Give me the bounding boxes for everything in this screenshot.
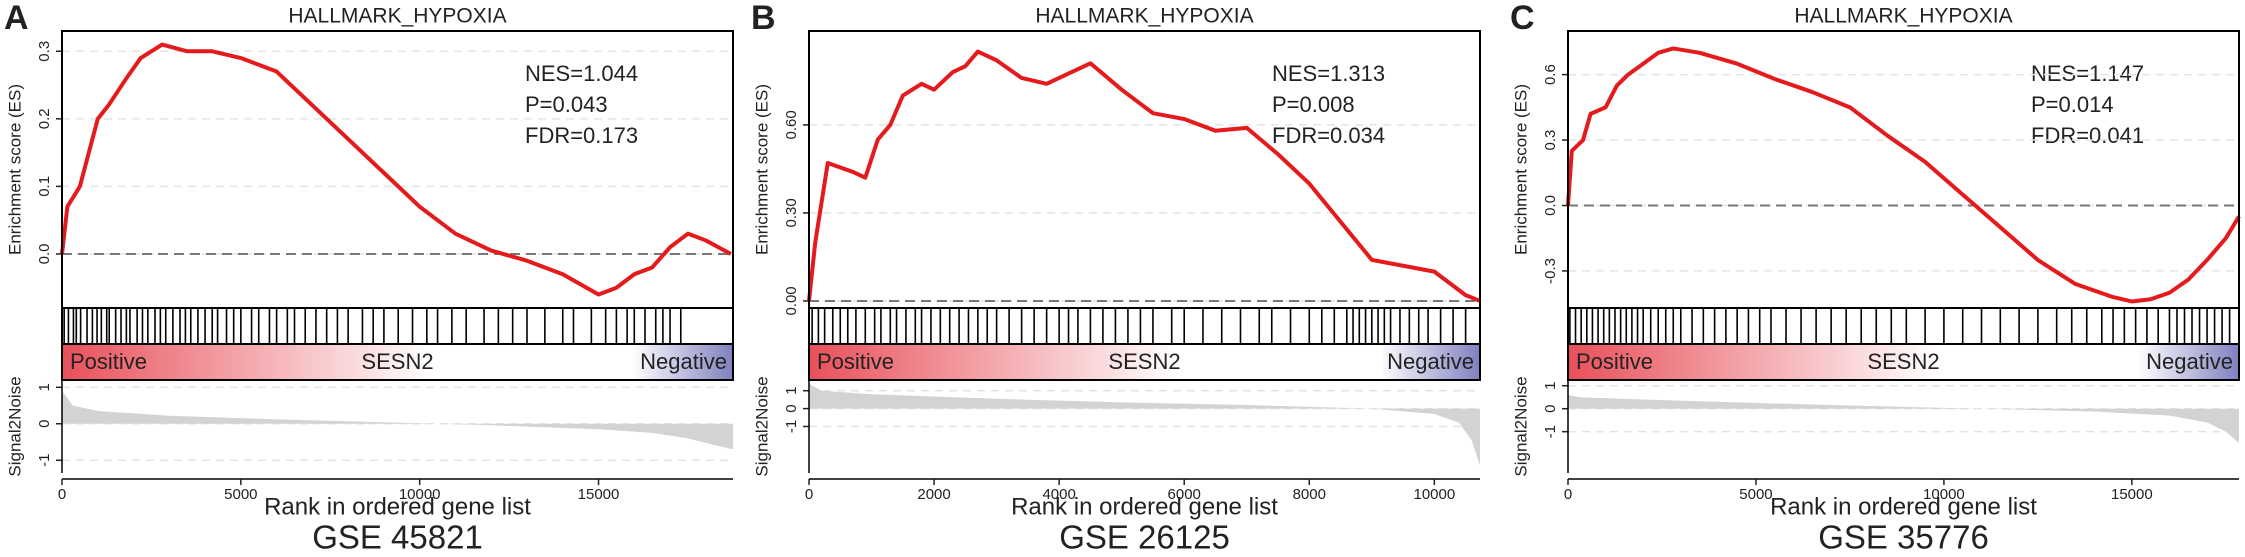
ranking-left: Positive (817, 349, 894, 374)
annotation: FDR=0.173 (525, 123, 638, 148)
x-axis-label: Rank in ordered gene list (1770, 493, 2037, 520)
x-axis-label: Rank in ordered gene list (1011, 493, 1278, 520)
annotation: P=0.014 (2031, 92, 2114, 117)
y-axis-label: Signal2Noise (5, 376, 24, 476)
signal-area (809, 383, 1480, 466)
annotation: NES=1.313 (1272, 61, 1385, 86)
y-tick-label: 0.30 (783, 198, 800, 227)
x-tick-label: 10000 (399, 486, 441, 503)
signal-area (1568, 394, 2239, 444)
plot-frame (61, 30, 734, 381)
x-tick-label: 15000 (578, 486, 620, 503)
ranking-name: SESN2 (1108, 349, 1180, 374)
panel-label: A (4, 0, 29, 37)
y-tick-label: 0.3 (1542, 130, 1559, 151)
es-curve (60, 42, 732, 297)
y-tick-label: 0.3 (36, 41, 53, 62)
y-tick-label: 0.6 (1542, 64, 1559, 85)
ranking-left: Positive (70, 349, 147, 374)
annotation: FDR=0.034 (1272, 123, 1385, 148)
y-tick-label: 1 (783, 387, 800, 395)
panel-label: C (1510, 0, 1535, 37)
signal-area (62, 390, 733, 450)
y-tick-label: -0.3 (1542, 258, 1559, 284)
y-axis-label: Enrichment score (ES) (5, 84, 24, 255)
x-tick-label: 0 (805, 486, 813, 503)
y-axis-label: Signal2Noise (1511, 376, 1530, 476)
x-axis-label: Rank in ordered gene list (264, 493, 531, 520)
y-tick-label: 0 (36, 420, 53, 428)
y-tick-label: 1 (1542, 382, 1559, 390)
annotation: NES=1.044 (525, 61, 638, 86)
caption: GSE 45821 (312, 519, 483, 556)
y-tick-label: 0.0 (36, 244, 53, 265)
y-tick-label: 0.1 (36, 176, 53, 197)
y-tick-label: 0.0 (1542, 195, 1559, 216)
ranking-right: Negative (2146, 349, 2233, 374)
ranking-right: Negative (1387, 349, 1474, 374)
ranking-bar (62, 344, 733, 380)
y-tick-label: 1 (36, 383, 53, 391)
x-tick-label: 4000 (1042, 486, 1075, 503)
y-tick-label: 0 (783, 404, 800, 412)
ranking-left: Positive (1576, 349, 1653, 374)
annotation: P=0.043 (525, 92, 608, 117)
x-tick-label: 8000 (1293, 486, 1326, 503)
annotation: P=0.008 (1272, 92, 1355, 117)
es-curve (807, 49, 1481, 303)
y-tick-label: 0.60 (783, 110, 800, 139)
caption: GSE 35776 (1818, 519, 1989, 556)
x-tick-label: 0 (58, 486, 66, 503)
y-tick-label: 0 (1542, 405, 1559, 413)
annotation: FDR=0.041 (2031, 123, 2144, 148)
y-axis-label: Enrichment score (ES) (1511, 84, 1530, 255)
ranking-bar (1568, 344, 2239, 380)
y-tick-label: 0.00 (783, 286, 800, 315)
x-tick-label: 10000 (1413, 486, 1455, 503)
chart-title: HALLMARK_HYPOXIA (288, 5, 506, 28)
ranking-right: Negative (640, 349, 727, 374)
ranking-name: SESN2 (361, 349, 433, 374)
x-tick-label: 10000 (1923, 486, 1965, 503)
y-axis-label: Enrichment score (ES) (752, 84, 771, 255)
es-curve (1566, 46, 2241, 304)
x-tick-label: 0 (1564, 486, 1572, 503)
plot-frame (808, 30, 1481, 381)
panel-label: B (751, 0, 776, 37)
x-tick-label: 5000 (1739, 486, 1772, 503)
x-tick-label: 6000 (1168, 486, 1201, 503)
chart-title: HALLMARK_HYPOXIA (1035, 5, 1253, 28)
chart-title: HALLMARK_HYPOXIA (1794, 5, 2012, 28)
caption: GSE 26125 (1059, 519, 1230, 556)
y-tick-label: 0.2 (36, 108, 53, 129)
x-tick-label: 15000 (2111, 486, 2153, 503)
plot-frame (1567, 30, 2240, 381)
y-tick-label: -1 (1542, 425, 1559, 438)
x-tick-label: 5000 (224, 486, 257, 503)
ranking-name: SESN2 (1867, 349, 1939, 374)
ranking-bar (809, 344, 1480, 380)
y-tick-label: -1 (36, 454, 53, 467)
x-tick-label: 2000 (917, 486, 950, 503)
annotation: NES=1.147 (2031, 61, 2144, 86)
y-axis-label: Signal2Noise (752, 376, 771, 476)
y-tick-label: -1 (783, 420, 800, 433)
